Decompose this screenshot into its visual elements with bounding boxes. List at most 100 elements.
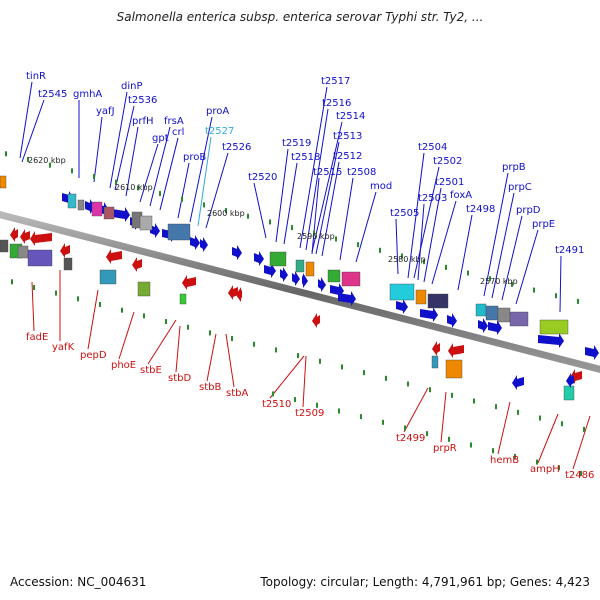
gene-label-t2514[interactable]: t2514 (336, 111, 365, 122)
label-connector (93, 116, 103, 183)
tick-mark (165, 319, 167, 325)
gene-label-t2536[interactable]: t2536 (128, 95, 157, 106)
label-connector (189, 116, 213, 223)
gene-block (17, 245, 29, 259)
tick-mark (561, 421, 563, 427)
forward-gene-arrow (488, 320, 502, 335)
gene-label-t2509[interactable]: t2509 (295, 408, 324, 419)
gene-label-stbB[interactable]: stbB (199, 382, 221, 393)
genome-title: Salmonella enterica subsp. enterica sero… (116, 10, 484, 24)
reverse-gene-arrow (10, 227, 18, 242)
tick-mark (385, 375, 387, 381)
gene-label-t2503[interactable]: t2503 (418, 193, 447, 204)
gene-label-prpC[interactable]: prpC (508, 182, 532, 193)
forward-gene-arrow (447, 313, 457, 328)
gene-label-prfH[interactable]: prfH (132, 116, 154, 127)
gene-block (137, 281, 151, 297)
gene-label-ampH[interactable]: ampH (530, 464, 560, 475)
tick-mark (489, 276, 491, 282)
gene-label-t2515[interactable]: t2515 (313, 167, 342, 178)
gene-label-stbD[interactable]: stbD (168, 373, 191, 384)
gene-label-prpR[interactable]: prpR (433, 443, 457, 454)
tick-mark (495, 404, 497, 410)
tick-mark (341, 364, 343, 370)
gene-label-gpt[interactable]: gpt (152, 133, 169, 144)
label-connector (311, 121, 343, 253)
label-connector (21, 99, 45, 163)
gene-block (431, 355, 439, 369)
gene-label-t2519[interactable]: t2519 (282, 138, 311, 149)
gene-label-t2499[interactable]: t2499 (396, 433, 425, 444)
tick-mark (539, 415, 541, 421)
label-connector (403, 387, 429, 433)
gene-label-dinP[interactable]: dinP (121, 81, 143, 92)
reverse-gene-arrow (448, 343, 464, 358)
gene-label-t2516[interactable]: t2516 (322, 98, 351, 109)
label-connector (177, 162, 190, 219)
gene-label-t2498[interactable]: t2498 (466, 204, 495, 215)
gene-label-proA[interactable]: proA (206, 106, 229, 117)
gene-label-t2501[interactable]: t2501 (435, 177, 464, 188)
scale-label: 2610 kbp (115, 183, 153, 192)
gene-label-t2520[interactable]: t2520 (248, 172, 277, 183)
label-connector (269, 355, 305, 399)
gene-label-tinR[interactable]: tinR (26, 71, 46, 82)
label-connector (417, 203, 425, 281)
gene-label-pepD[interactable]: pepD (80, 350, 107, 361)
gene-label-mod[interactable]: mod (370, 181, 392, 192)
gene-block (77, 199, 85, 211)
gene-label-t2527[interactable]: t2527 (205, 126, 234, 137)
tick-mark (203, 202, 205, 208)
gene-label-phoE[interactable]: phoE (111, 360, 136, 371)
gene-label-gmhA[interactable]: gmhA (73, 89, 102, 100)
gene-label-yafJ[interactable]: yafJ (96, 106, 115, 117)
gene-label-crl[interactable]: crl (172, 127, 184, 138)
gene-label-proB[interactable]: proB (183, 152, 206, 163)
gene-label-t2502[interactable]: t2502 (433, 156, 462, 167)
gene-label-prpE[interactable]: prpE (532, 219, 555, 230)
gene-block (0, 239, 9, 253)
gene-label-prpB[interactable]: prpB (502, 162, 526, 173)
gene-label-yafK[interactable]: yafK (52, 342, 75, 353)
gene-label-hemB[interactable]: hemB (490, 455, 519, 466)
reverse-gene-arrow (312, 313, 320, 328)
tick-mark (49, 162, 51, 168)
tick-mark (247, 213, 249, 219)
tick-mark (269, 219, 271, 225)
gene-label-t2505[interactable]: t2505 (390, 208, 419, 219)
gene-label-stbA[interactable]: stbA (226, 388, 248, 399)
label-connector (407, 152, 425, 279)
label-connector (457, 214, 473, 291)
gene-block (269, 251, 287, 267)
tick-mark (426, 431, 428, 437)
gene-label-t2508[interactable]: t2508 (347, 167, 376, 178)
gene-label-t2526[interactable]: t2526 (222, 142, 251, 153)
gene-label-t2513[interactable]: t2513 (333, 131, 362, 142)
scale-label: 2590 kbp (297, 232, 335, 241)
gene-label-frsA[interactable]: frsA (164, 116, 184, 127)
tick-mark (363, 370, 365, 376)
tick-mark (313, 230, 315, 236)
gene-label-fadE[interactable]: fadE (26, 332, 48, 343)
tick-mark (159, 191, 161, 197)
gene-label-t2512[interactable]: t2512 (333, 151, 362, 162)
gene-label-t2491[interactable]: t2491 (555, 245, 584, 256)
gene-block (475, 303, 487, 317)
gene-label-stbE[interactable]: stbE (140, 365, 162, 376)
label-connector (118, 311, 135, 360)
gene-label-t2545[interactable]: t2545 (38, 89, 67, 100)
reverse-gene-arrow (566, 373, 574, 388)
gene-label-t2517[interactable]: t2517 (321, 76, 350, 87)
gene-label-prpD[interactable]: prpD (516, 205, 541, 216)
gene-block (305, 261, 315, 277)
tick-mark (55, 290, 57, 296)
gene-label-t2510[interactable]: t2510 (262, 399, 291, 410)
label-connector (87, 289, 99, 350)
gene-label-t2486[interactable]: t2486 (565, 470, 594, 481)
gene-label-foxA[interactable]: foxA (450, 190, 472, 201)
reverse-gene-arrow (182, 275, 196, 290)
gene-label-t2518[interactable]: t2518 (291, 152, 320, 163)
gene-label-t2504[interactable]: t2504 (418, 142, 447, 153)
label-connectors (19, 81, 591, 470)
tick-mark (5, 151, 7, 157)
